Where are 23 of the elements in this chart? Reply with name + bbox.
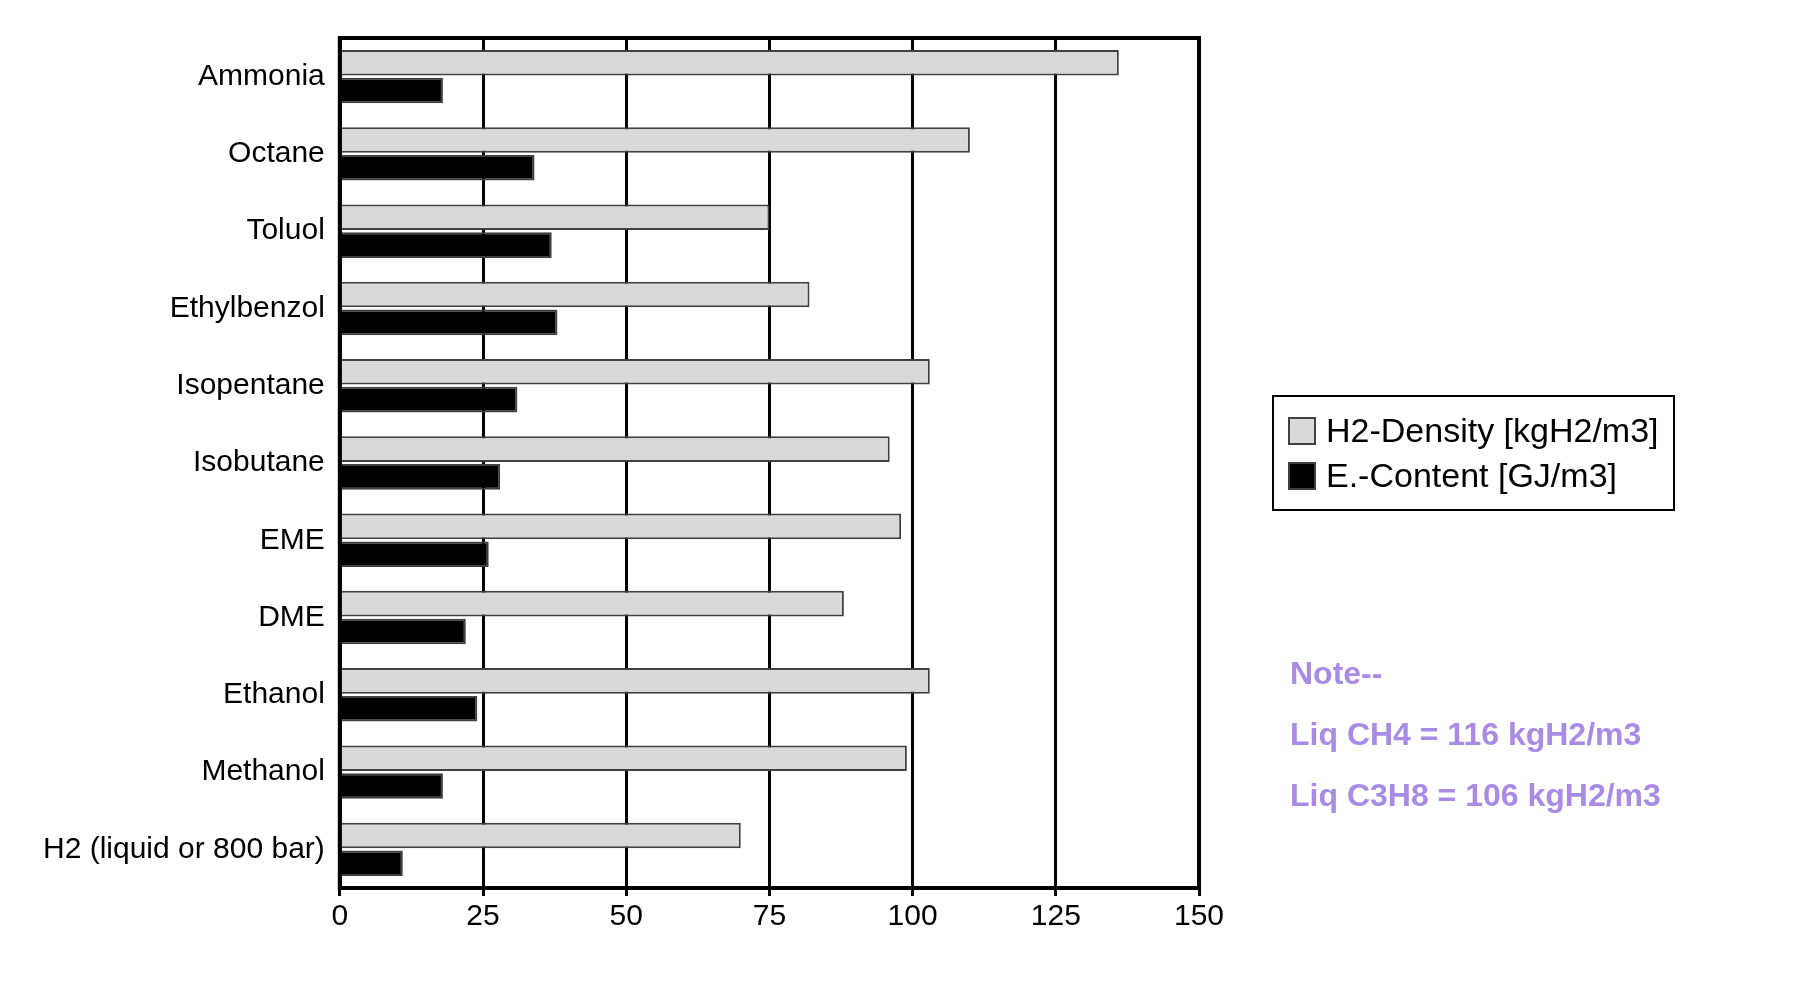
x-tick-label: 125 xyxy=(1030,898,1081,932)
y-tick-label: Ammonia xyxy=(198,57,326,91)
text: Liq C3H8 = 106 kgH2/m3 xyxy=(1290,777,1661,814)
x-tick-label: 150 xyxy=(1173,898,1225,932)
y-tick-label: Toluol xyxy=(246,212,325,246)
y-tick-label: Ethylbenzol xyxy=(169,289,325,323)
legend-label: H2-Density [kgH2/m3] xyxy=(1326,411,1659,450)
y-tick-label: Methanol xyxy=(201,753,325,787)
x-tick-label: 0 xyxy=(331,898,349,932)
y-tick-label: Octane xyxy=(228,135,325,169)
y-tick-label: EME xyxy=(259,521,325,555)
y-tick-label: Isobutane xyxy=(193,444,325,478)
legend-label: E.-Content [GJ/m3] xyxy=(1326,456,1617,495)
x-tick-label: 25 xyxy=(466,898,500,932)
text: Note-- xyxy=(1290,655,1384,692)
x-tick-label: 75 xyxy=(752,898,787,932)
text: Liq CH4 = 116 kgH2/m3 xyxy=(1290,716,1643,753)
x-tick-label: 50 xyxy=(609,898,643,932)
y-tick-label: H2 (liquid or 800 bar) xyxy=(42,830,325,864)
y-tick-label: Ethanol xyxy=(223,676,325,710)
x-tick-label: 100 xyxy=(887,898,938,932)
y-tick-label: DME xyxy=(258,598,325,632)
y-tick-label: Isopentane xyxy=(176,366,325,400)
